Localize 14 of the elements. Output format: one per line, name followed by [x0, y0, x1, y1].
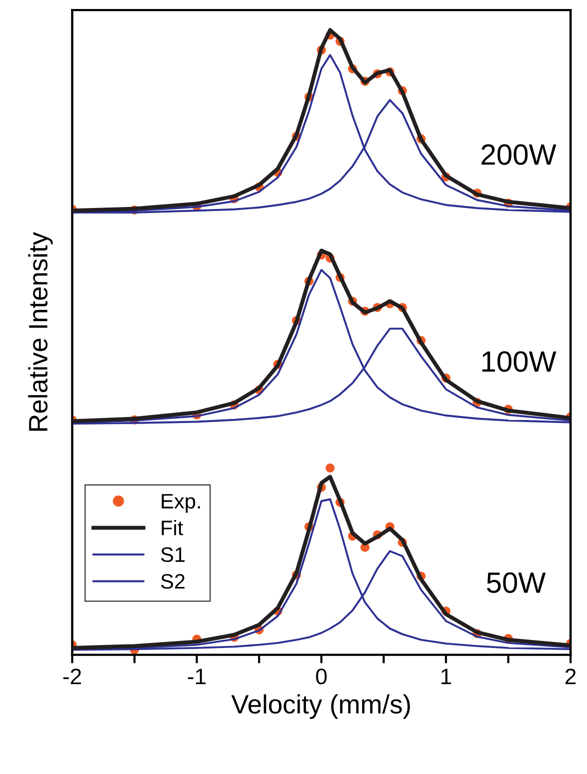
x-tick-label: 0: [316, 668, 327, 684]
x-tick-label: -1: [188, 668, 206, 684]
legend-label: S2: [161, 574, 185, 589]
x-tick-label: -2: [63, 668, 81, 684]
x-tick-label: 2: [566, 668, 576, 684]
annotation: 200W: [482, 144, 556, 165]
legend-label: Fit: [162, 520, 184, 536]
x-axis-title: Velocity (mm/s): [231, 694, 410, 719]
legend-label: S1: [161, 547, 185, 562]
x-tick-label: 1: [441, 668, 452, 684]
legend-label: Exp.: [162, 494, 200, 513]
annotation: 100W: [482, 351, 556, 372]
annotation: 50W: [486, 572, 546, 593]
y-axis-title: Relative Intensity: [28, 232, 53, 431]
